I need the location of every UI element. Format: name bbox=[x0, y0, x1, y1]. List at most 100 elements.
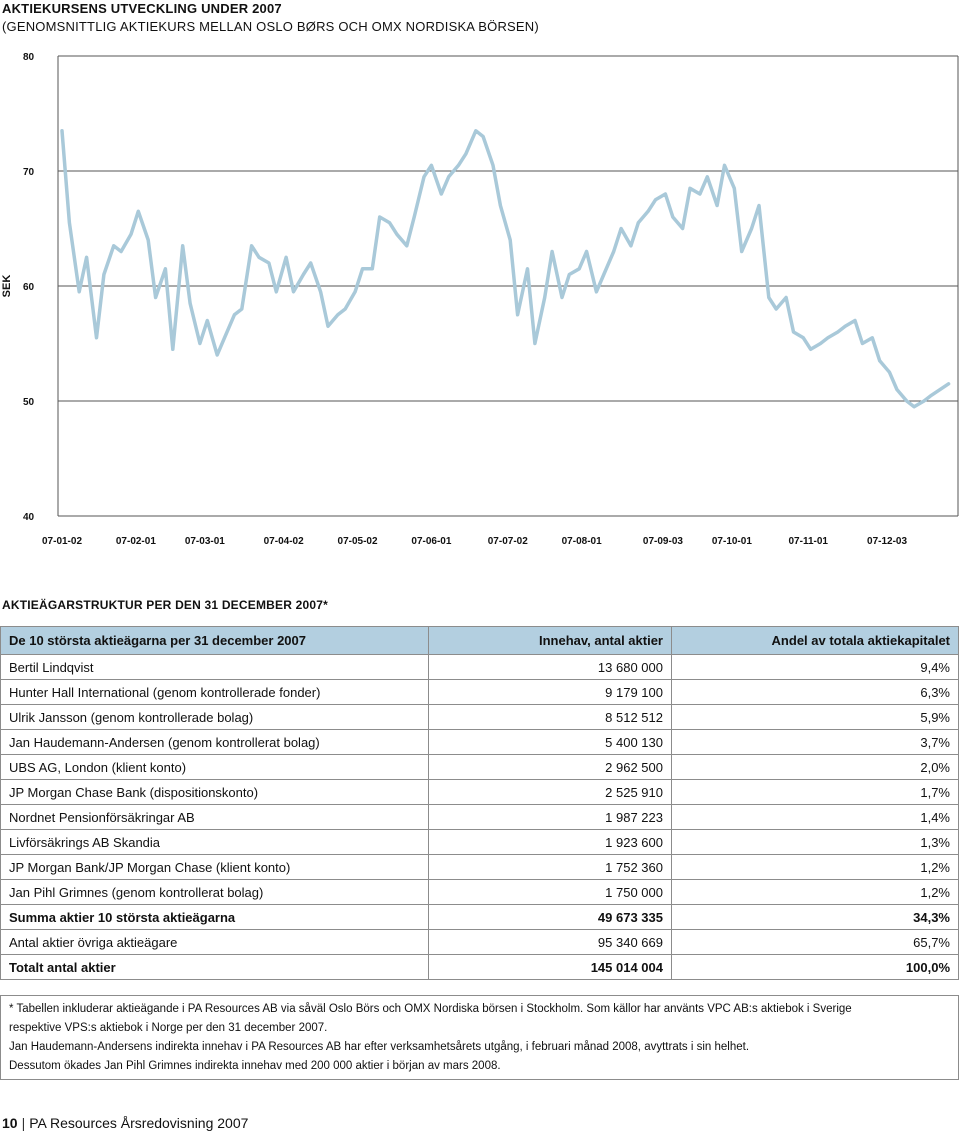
data-point bbox=[154, 296, 157, 299]
header-share-capital: Andel av totala aktiekapitalet bbox=[671, 626, 959, 655]
data-point bbox=[912, 405, 916, 408]
shareholder-name: Hunter Hall International (genom kontrol… bbox=[0, 679, 429, 705]
data-point bbox=[895, 388, 899, 391]
data-point bbox=[60, 129, 64, 132]
data-point bbox=[844, 325, 847, 328]
shareholder-percent: 9,4% bbox=[671, 654, 959, 680]
x-tick-label: 07-09-03 bbox=[643, 536, 683, 547]
data-point bbox=[223, 336, 226, 339]
data-point bbox=[378, 215, 381, 219]
data-point bbox=[292, 290, 295, 293]
data-point bbox=[326, 325, 330, 328]
data-point bbox=[809, 348, 812, 351]
data-point bbox=[905, 399, 908, 403]
header-holding: Innehav, antal aktier bbox=[428, 626, 672, 655]
footer-separator: | bbox=[21, 1115, 26, 1131]
footnotes: * Tabellen inkluderar aktieägande i PA R… bbox=[0, 995, 959, 1080]
data-point bbox=[481, 135, 485, 138]
shareholder-name: Jan Pihl Grimnes (genom kontrollerat bol… bbox=[0, 879, 429, 905]
table-row: JP Morgan Bank/JP Morgan Chase (klient k… bbox=[0, 854, 959, 880]
data-point bbox=[447, 175, 450, 178]
data-point bbox=[440, 192, 443, 196]
data-point bbox=[405, 244, 408, 247]
shareholder-name: Jan Haudemann-Andersen (genom kontroller… bbox=[0, 729, 429, 755]
data-point bbox=[102, 273, 106, 276]
x-tick-label: 07-06-01 bbox=[411, 536, 451, 547]
table-row: Bertil Lindqvist 13 680 000 9,4% bbox=[0, 654, 959, 680]
data-point bbox=[257, 256, 261, 259]
data-point bbox=[757, 204, 761, 207]
data-point bbox=[85, 256, 88, 259]
x-tick-label: 07-03-01 bbox=[185, 536, 225, 547]
data-point bbox=[654, 198, 657, 201]
summary-label: Antal aktier övriga aktieägare bbox=[0, 929, 429, 955]
y-tick-label: 40 bbox=[23, 512, 35, 523]
y-tick-label: 50 bbox=[23, 397, 35, 408]
data-point bbox=[681, 227, 684, 230]
data-point bbox=[706, 175, 709, 178]
data-point bbox=[826, 336, 830, 339]
data-point bbox=[206, 319, 209, 322]
summary-label: Summa aktier 10 största aktieägarna bbox=[0, 904, 429, 930]
summary-row-others: Antal aktier övriga aktieägare 95 340 669… bbox=[0, 929, 959, 955]
footnote-line: respektive VPS:s aktiebok i Norge per de… bbox=[9, 1022, 328, 1034]
data-point bbox=[516, 313, 519, 316]
shareholder-holding: 13 680 000 bbox=[428, 654, 672, 680]
data-point bbox=[388, 221, 391, 224]
share-price-chart: 80 70 60 50 40 SEK 07-01-02 07-02-01 07-03-01 07-… bbox=[1, 52, 959, 547]
data-point bbox=[585, 250, 588, 253]
y-tick-label: 80 bbox=[23, 52, 35, 63]
data-point bbox=[499, 204, 502, 207]
data-point bbox=[302, 273, 305, 276]
data-point bbox=[750, 227, 753, 230]
shareholder-holding: 1 923 600 bbox=[428, 829, 672, 855]
data-point bbox=[474, 129, 477, 132]
data-point bbox=[188, 302, 192, 305]
data-point bbox=[671, 215, 674, 219]
shareholder-percent: 6,3% bbox=[671, 679, 959, 705]
y-tick-label: 60 bbox=[23, 282, 35, 293]
data-point bbox=[457, 164, 460, 167]
shareholder-percent: 1,3% bbox=[671, 829, 959, 855]
footnote-line: * Tabellen inkluderar aktieägande i PA R… bbox=[9, 1003, 852, 1015]
data-point bbox=[353, 290, 357, 293]
data-point bbox=[543, 296, 546, 299]
shareholder-holding: 1 987 223 bbox=[428, 804, 672, 830]
data-point bbox=[509, 238, 512, 242]
data-point bbox=[733, 187, 736, 190]
shareholder-holding: 1 752 360 bbox=[428, 854, 672, 880]
x-tick-label: 07-05-02 bbox=[338, 536, 378, 547]
data-point bbox=[888, 371, 891, 374]
x-tick-label: 07-11-01 bbox=[788, 536, 828, 547]
data-point bbox=[871, 336, 874, 339]
shareholder-name: Ulrik Jansson (genom kontrollerade bolag… bbox=[0, 704, 429, 730]
shareholder-name: JP Morgan Bank/JP Morgan Chase (klient k… bbox=[0, 854, 429, 880]
shareholder-percent: 1,2% bbox=[671, 854, 959, 880]
data-point bbox=[112, 244, 115, 247]
header-shareholder: De 10 största aktieägarna per 31 decembe… bbox=[0, 626, 429, 655]
chart-title: AKTIEKURSENS UTVECKLING UNDER 2007 bbox=[2, 1, 282, 16]
x-tick-label: 07-10-01 bbox=[712, 536, 752, 547]
data-point bbox=[336, 313, 339, 316]
shareholder-percent: 2,0% bbox=[671, 754, 959, 780]
footnote-line: Dessutom ökades Jan Pihl Grimnes indirek… bbox=[9, 1060, 501, 1072]
data-point bbox=[802, 336, 805, 339]
summary-percent: 65,7% bbox=[671, 929, 959, 955]
shareholder-name: UBS AG, London (klient konto) bbox=[0, 754, 429, 780]
shareholder-percent: 1,4% bbox=[671, 804, 959, 830]
data-point bbox=[164, 267, 167, 270]
data-point bbox=[533, 342, 537, 345]
data-point bbox=[775, 307, 778, 311]
data-point bbox=[95, 336, 98, 339]
footer-text: PA Resources Årsredovisning 2007 bbox=[29, 1115, 249, 1131]
ownership-title: AKTIEÄGARSTRUKTUR PER DEN 31 DECEMBER 20… bbox=[2, 598, 328, 612]
summary-percent: 100,0% bbox=[671, 954, 959, 980]
data-point bbox=[715, 204, 719, 207]
summary-row-top10: Summa aktier 10 största aktieägarna 49 67… bbox=[0, 904, 959, 930]
data-point bbox=[664, 192, 667, 196]
data-point bbox=[171, 348, 174, 351]
data-point bbox=[240, 307, 243, 311]
page-footer: 10 | PA Resources Årsredovisning 2007 bbox=[2, 1115, 248, 1131]
data-point bbox=[930, 394, 933, 397]
x-tick-label: 07-04-02 bbox=[264, 536, 304, 547]
